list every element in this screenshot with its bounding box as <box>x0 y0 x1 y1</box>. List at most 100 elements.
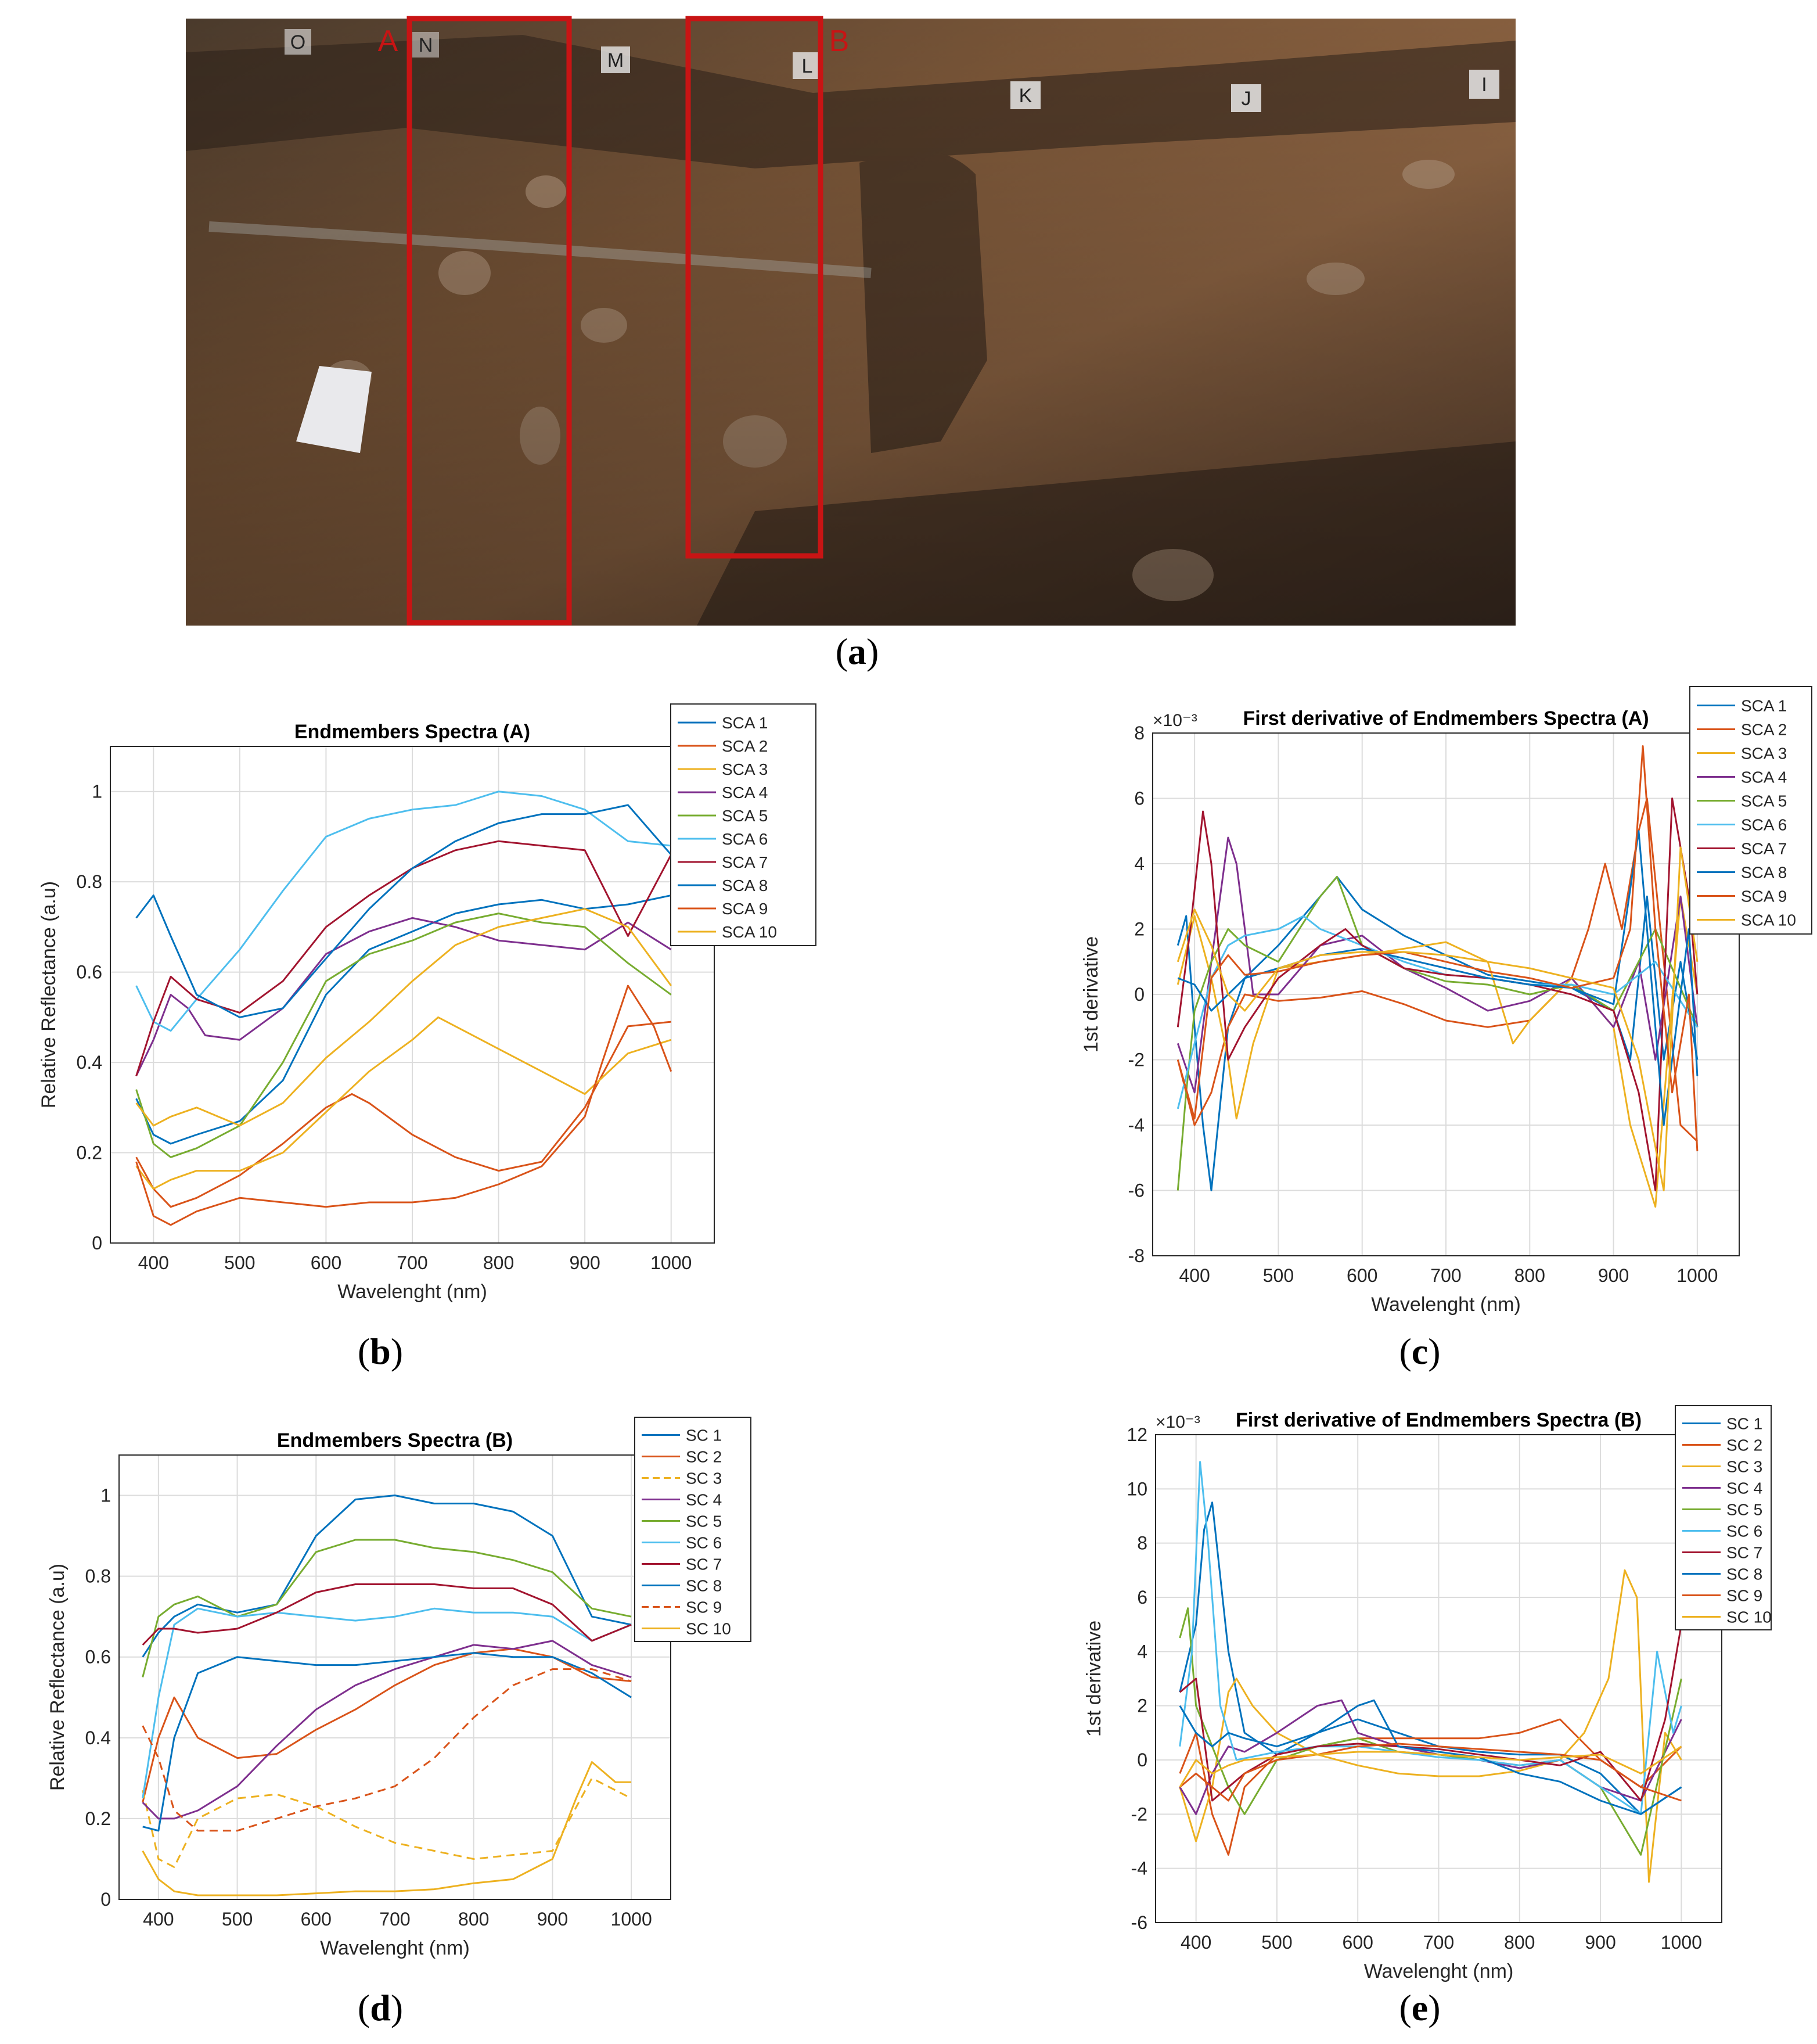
svg-text:N: N <box>419 34 433 56</box>
x-tick-label: 800 <box>458 1909 489 1930</box>
chart-title: Endmembers Spectra (B) <box>277 1429 513 1452</box>
x-tick-label: 600 <box>1343 1932 1373 1953</box>
legend-entry: SCA 6 <box>1741 816 1787 834</box>
x-tick-label: 900 <box>537 1909 568 1930</box>
legend-entry: SC 8 <box>686 1577 722 1595</box>
legend-entry: SCA 8 <box>1741 864 1787 882</box>
legend-entry: SCA 4 <box>1741 768 1787 786</box>
y-tick-label: 8 <box>1134 723 1145 743</box>
caption-a: (a) <box>835 631 879 672</box>
x-tick-label: 700 <box>1423 1932 1454 1953</box>
legend-entry: SC 4 <box>1726 1479 1762 1497</box>
white-reference-panel <box>296 366 372 453</box>
series-line-2 <box>1176 798 1698 1143</box>
legend-entry: SCA 6 <box>722 830 768 848</box>
series-line-9 <box>1179 1743 1682 1802</box>
y-tick-label: -2 <box>1131 1804 1147 1824</box>
series-line-2 <box>135 1021 671 1208</box>
legend-entry: SC 9 <box>686 1598 722 1616</box>
series-line-6 <box>142 1607 632 1799</box>
legend-entry: SCA 2 <box>722 737 768 755</box>
series-line-9 <box>142 1668 632 1832</box>
series-line-5 <box>1176 876 1699 1191</box>
series-line-3 <box>135 1016 672 1190</box>
y-tick-label: -4 <box>1131 1858 1147 1879</box>
y-tick-label: 0.6 <box>77 962 102 983</box>
axes-box <box>1152 732 1740 1256</box>
legend-box <box>670 703 816 946</box>
legend-box <box>1675 1405 1772 1630</box>
series-line-9 <box>1176 745 1699 1152</box>
y-tick-label: 10 <box>1127 1478 1147 1499</box>
y-tick-label: -4 <box>1128 1115 1145 1136</box>
legend-entry: SCA 2 <box>1741 721 1787 739</box>
caption-c: (c) <box>1399 1331 1441 1372</box>
series-line-2 <box>142 1648 632 1803</box>
x-tick-label: 600 <box>1347 1265 1377 1286</box>
roi-a-rectangle <box>406 16 572 626</box>
legend-entry: SCA 3 <box>1741 745 1787 763</box>
x-tick-label: 800 <box>1514 1265 1545 1286</box>
roi-a-label: A <box>378 24 398 58</box>
y-tick-label: 2 <box>1134 919 1145 940</box>
legend-entry: SCA 7 <box>1741 840 1787 858</box>
series-line-8 <box>1177 830 1699 1126</box>
x-tick-label: 700 <box>397 1252 427 1273</box>
series-line-9 <box>135 985 672 1226</box>
y-tick-label: 0.8 <box>85 1566 111 1587</box>
legend-entry: SCA 9 <box>1741 888 1787 906</box>
y-tick-label: 0 <box>100 1889 111 1910</box>
legend-entry: SC 9 <box>1726 1587 1762 1605</box>
caption-b: (b) <box>357 1331 404 1372</box>
x-axis-label: Wavelenght (nm) <box>320 1937 470 1959</box>
legend-entry: SC 4 <box>686 1491 722 1509</box>
caption-d: (d) <box>357 1987 404 2028</box>
x-tick-label: 400 <box>1181 1932 1211 1953</box>
x-tick-label: 500 <box>224 1252 255 1273</box>
series-line-1 <box>142 1495 632 1658</box>
legend-box <box>634 1417 751 1642</box>
legend-entry: SC 2 <box>686 1448 722 1466</box>
x-axis-label: Wavelenght (nm) <box>337 1281 487 1303</box>
series-line-10 <box>1176 846 1699 1191</box>
svg-text:I: I <box>1481 74 1487 96</box>
svg-text:L: L <box>802 55 813 77</box>
legend-entry: SCA 5 <box>722 807 768 825</box>
legend-entry: SC 10 <box>1726 1608 1772 1626</box>
x-tick-label: 1000 <box>611 1909 652 1930</box>
legend-entry: SC 1 <box>1726 1415 1762 1433</box>
series-line-7 <box>135 840 672 1076</box>
y-tick-label: 0.4 <box>77 1052 102 1073</box>
svg-text:M: M <box>607 49 624 71</box>
y-tick-label: 1 <box>100 1485 111 1506</box>
x-tick-label: 400 <box>143 1909 174 1930</box>
legend-entry: SC 7 <box>686 1556 722 1574</box>
y-tick-label: 8 <box>1137 1533 1147 1554</box>
y-axis-label: 1st derivative <box>1080 936 1102 1052</box>
outcrop-photo: O N M L K J I A B <box>186 16 1516 626</box>
x-tick-label: 800 <box>483 1252 514 1273</box>
series-line-7 <box>142 1583 632 1646</box>
x-tick-label: 700 <box>379 1909 410 1930</box>
roi-b-rectangle <box>685 16 823 559</box>
y-tick-label: 0.6 <box>85 1647 111 1668</box>
axes-box <box>1155 1434 1722 1923</box>
x-tick-label: 500 <box>1261 1932 1292 1953</box>
series-line-8 <box>135 804 672 1018</box>
chart-title: Endmembers Spectra (A) <box>294 721 530 743</box>
y-axis-label: Relative Reflectance (a.u) <box>46 1564 69 1791</box>
legend-entry: SC 2 <box>1726 1436 1762 1454</box>
y-tick-label: 4 <box>1134 853 1145 874</box>
svg-text:O: O <box>290 31 305 53</box>
y-tick-label: 0.4 <box>85 1727 111 1748</box>
series-line-10 <box>135 908 672 1127</box>
series-line-8 <box>1179 1699 1682 1815</box>
y-tick-label: 4 <box>1137 1641 1147 1662</box>
caption-e: (e) <box>1399 1987 1441 2028</box>
series-line-10 <box>142 1761 632 1896</box>
legend-entry: SC 3 <box>1726 1458 1762 1476</box>
y-tick-label: 2 <box>1137 1695 1147 1716</box>
series-line-4 <box>135 917 672 1077</box>
series-line-3 <box>142 1777 632 1868</box>
